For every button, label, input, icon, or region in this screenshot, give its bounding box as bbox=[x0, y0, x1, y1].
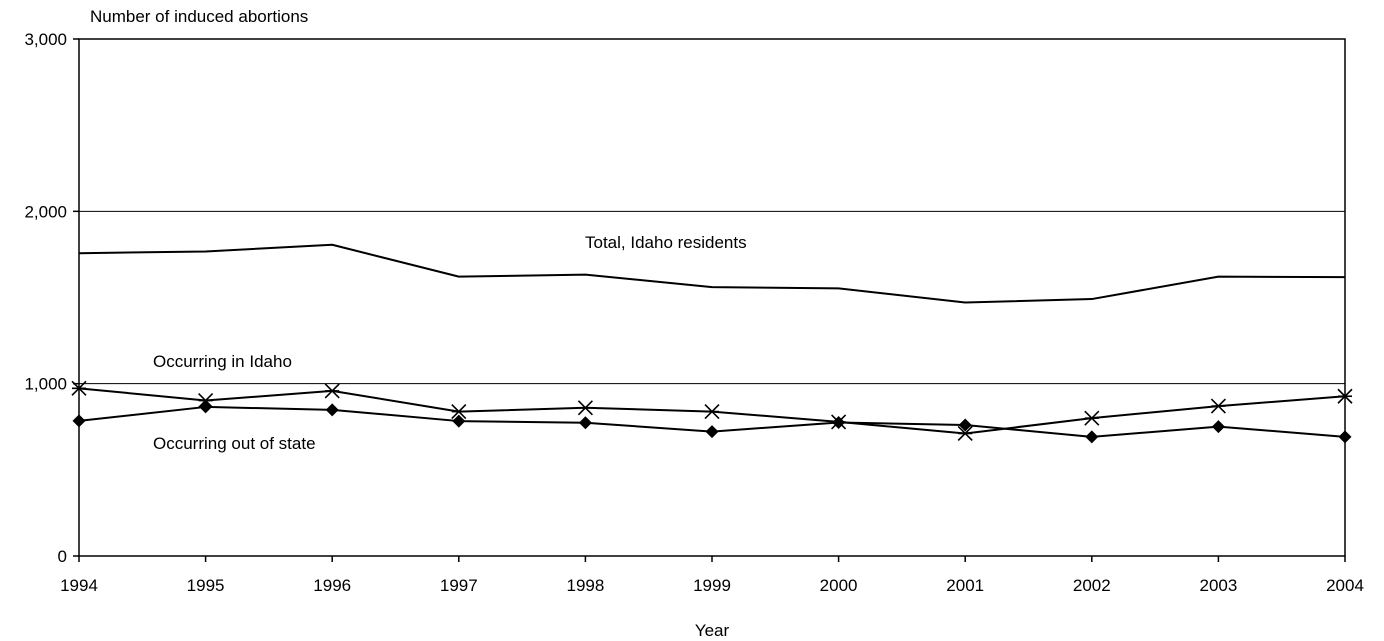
data-point-occurring-in-idaho bbox=[1210, 398, 1226, 414]
x-tick-label: 2002 bbox=[1073, 576, 1111, 595]
data-point-occurring-out-of-state bbox=[1211, 420, 1225, 434]
data-point-occurring-out-of-state bbox=[199, 400, 213, 414]
data-point-occurring-in-idaho bbox=[1084, 410, 1100, 426]
x-tick-label: 1998 bbox=[566, 576, 604, 595]
series-label-occurring-out-of-state: Occurring out of state bbox=[153, 434, 316, 453]
series-label-total-idaho-residents: Total, Idaho residents bbox=[585, 233, 747, 252]
x-tick-label: 1995 bbox=[187, 576, 225, 595]
series-occurring-in-idaho bbox=[71, 380, 1353, 442]
x-tick-label: 2000 bbox=[820, 576, 858, 595]
data-point-occurring-out-of-state bbox=[832, 415, 846, 429]
data-point-occurring-out-of-state bbox=[578, 416, 592, 430]
data-point-occurring-in-idaho bbox=[451, 404, 467, 420]
y-tick-label: 3,000 bbox=[24, 30, 67, 49]
x-tick-label: 1994 bbox=[60, 576, 98, 595]
series-layer bbox=[71, 243, 1353, 444]
x-tick-label: 2004 bbox=[1326, 576, 1364, 595]
series-label-occurring-in-idaho: Occurring in Idaho bbox=[153, 352, 292, 371]
x-tick-label: 1996 bbox=[313, 576, 351, 595]
y-tick-label: 2,000 bbox=[24, 202, 67, 221]
data-point-occurring-out-of-state bbox=[452, 414, 466, 428]
data-point-occurring-in-idaho bbox=[704, 404, 720, 420]
y-axis-title: Number of induced abortions bbox=[90, 7, 308, 26]
x-axis-title: Year bbox=[695, 621, 730, 640]
y-tick-label: 0 bbox=[58, 547, 67, 566]
series-occurring-out-of-state bbox=[72, 400, 1352, 444]
data-point-occurring-in-idaho bbox=[957, 425, 973, 442]
data-point-occurring-out-of-state bbox=[958, 418, 972, 432]
x-tick-label: 2003 bbox=[1199, 576, 1237, 595]
series-total-idaho-residents bbox=[78, 243, 1346, 304]
plot-area-frame bbox=[78, 38, 1346, 557]
axes: 0 1,000 2,000 3,000 1994 1995 1996 1997 1998 1999… bbox=[24, 30, 1363, 595]
data-point-occurring-in-idaho bbox=[577, 400, 593, 416]
x-tick-label: 1997 bbox=[440, 576, 478, 595]
data-point-occurring-out-of-state bbox=[1085, 430, 1099, 444]
data-point-occurring-out-of-state bbox=[325, 403, 339, 417]
x-tick-label: 1999 bbox=[693, 576, 731, 595]
data-point-occurring-in-idaho bbox=[324, 383, 340, 399]
y-tick-label: 1,000 bbox=[24, 375, 67, 394]
series-line-total-idaho-residents bbox=[78, 243, 1346, 304]
gridlines bbox=[79, 210, 1345, 385]
x-tick-label: 2001 bbox=[946, 576, 984, 595]
data-point-occurring-out-of-state bbox=[705, 425, 719, 439]
